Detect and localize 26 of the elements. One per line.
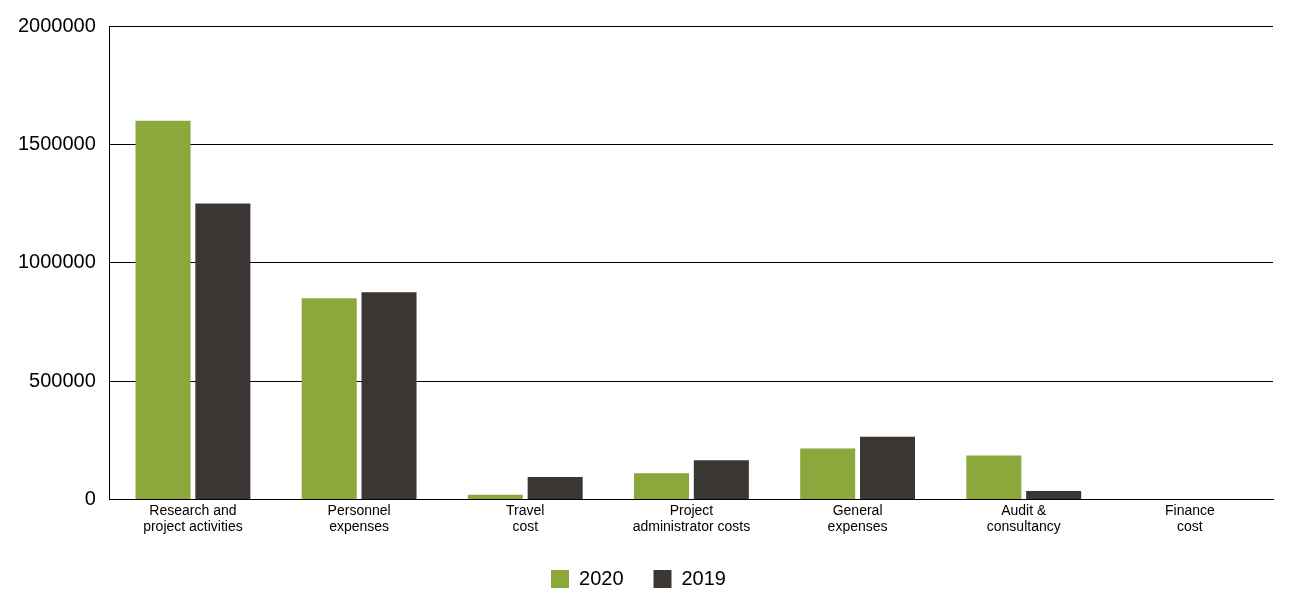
- legend-label: 2020: [579, 566, 624, 589]
- bar: [301, 298, 357, 499]
- bar: [859, 436, 916, 499]
- x-tick-label: Finance cost: [1165, 501, 1216, 535]
- bar: [527, 476, 583, 499]
- bar: [361, 292, 417, 499]
- x-tick-label: Audit & consultancy: [986, 501, 1061, 535]
- y-tick-label: 0: [84, 486, 96, 509]
- x-tick-label: Research and project activities: [143, 501, 243, 535]
- x-tick-label: Travel cost: [506, 501, 545, 535]
- x-tick-label: Project administrator costs: [632, 501, 751, 535]
- bar: [1026, 491, 1082, 499]
- bar: [467, 494, 523, 499]
- y-tick-label: 2000000: [17, 13, 96, 36]
- legend-label: 2019: [681, 566, 726, 589]
- bar: [966, 455, 1022, 499]
- bar: [195, 203, 251, 499]
- bar: [800, 448, 856, 499]
- bar: [693, 460, 749, 499]
- y-tick-label: 1500000: [17, 131, 96, 154]
- x-tick-label: Personnel expenses: [327, 501, 391, 535]
- bar: [634, 473, 690, 499]
- bar: [135, 120, 191, 499]
- x-tick-label: General expenses: [827, 501, 888, 535]
- y-tick-label: 500000: [29, 368, 96, 391]
- y-tick-label: 1000000: [17, 250, 96, 273]
